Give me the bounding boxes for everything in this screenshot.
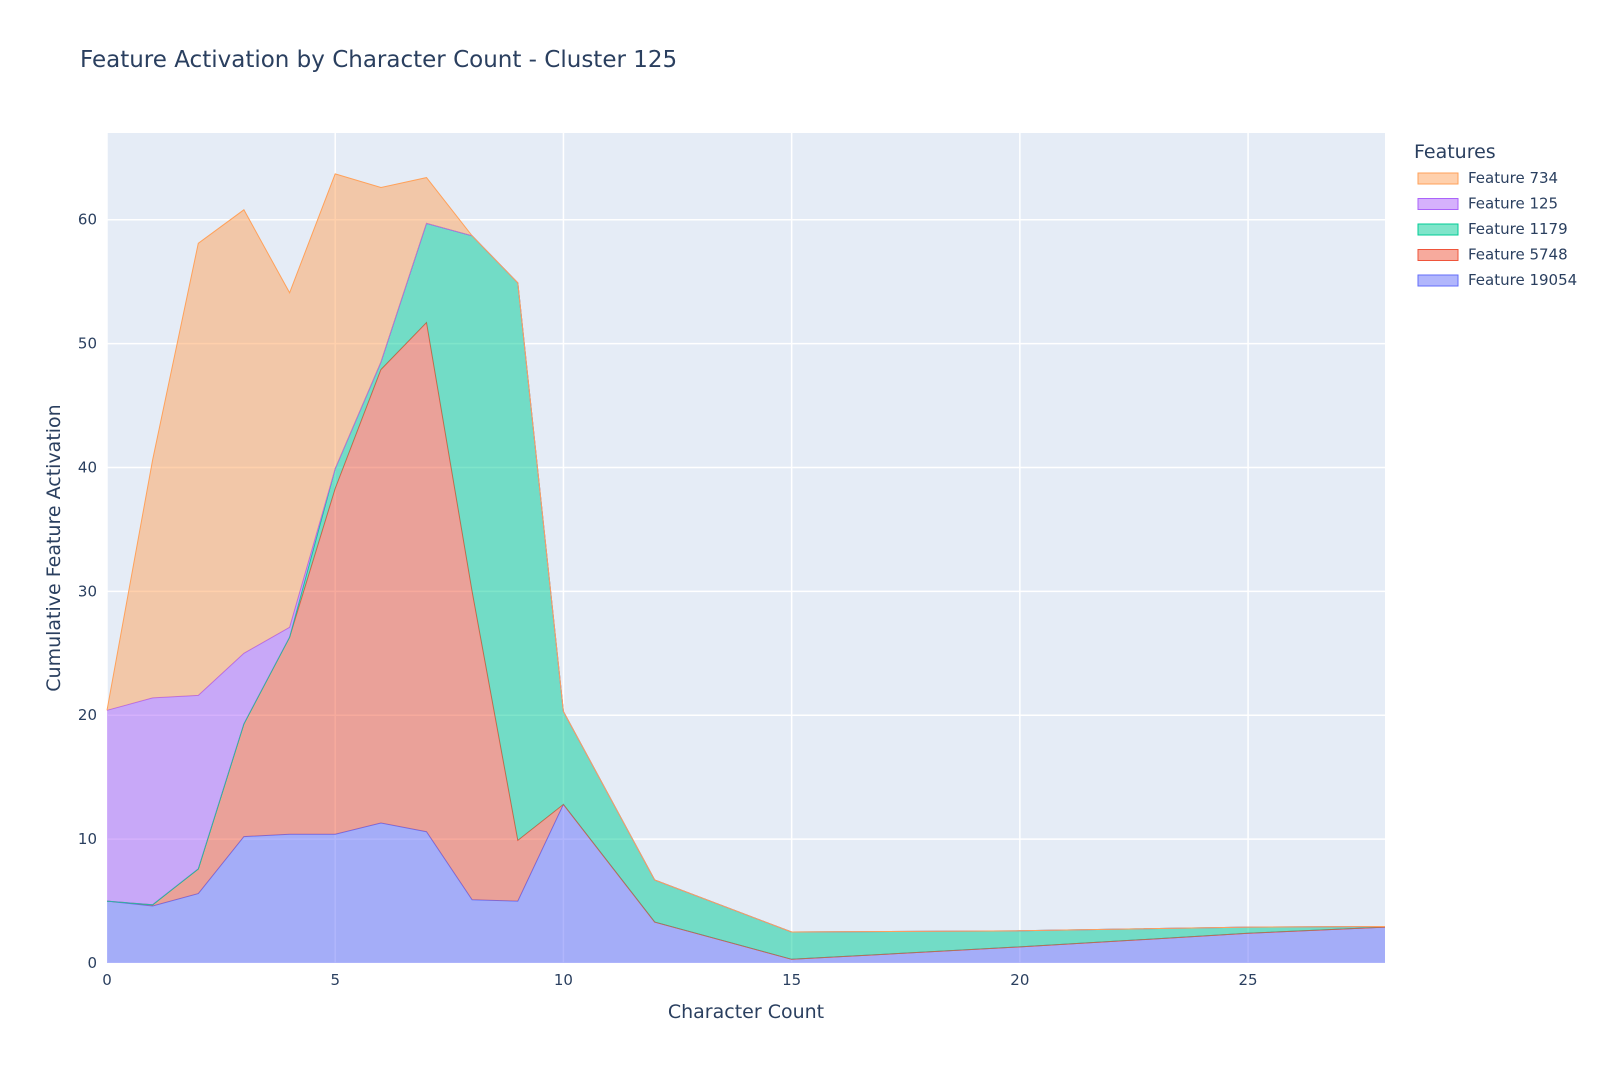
chart-title: Feature Activation by Character Count - … (80, 47, 677, 73)
legend-item: Feature 5748 (1417, 246, 1568, 264)
area-feature-5748 (107, 322, 1385, 960)
area-feature-19054 (107, 804, 1385, 963)
y-tick-label: 30 (78, 582, 97, 600)
legend-item: Feature 734 (1417, 169, 1558, 187)
legend-label: Feature 734 (1468, 169, 1558, 187)
legend-swatch (1417, 274, 1459, 287)
x-tick-label: 10 (554, 971, 573, 989)
y-tick-label: 60 (78, 211, 97, 229)
y-axis-title: Cumulative Feature Activation (43, 404, 65, 691)
legend-label: Feature 125 (1468, 195, 1558, 213)
y-tick-label: 0 (87, 954, 97, 972)
area-feature-734 (107, 173, 1385, 932)
legend-item: Feature 1179 (1417, 220, 1568, 238)
legend-swatch (1417, 223, 1459, 236)
x-tick-label: 5 (330, 971, 340, 989)
tick-layer: 0 10 20 30 40 50 60 0 5 10 15 20 25 (78, 211, 1258, 989)
legend-item: Feature 19054 (1417, 271, 1577, 289)
legend: Features Feature 734 Feature 125 Feature 1… (1414, 141, 1577, 289)
legend-swatch (1417, 172, 1459, 185)
legend-swatch (1417, 249, 1459, 261)
legend-swatch (1417, 198, 1459, 210)
legend-item: Feature 125 (1417, 195, 1558, 213)
x-tick-label: 15 (782, 971, 801, 989)
x-tick-label: 25 (1239, 971, 1258, 989)
x-tick-label: 0 (102, 971, 112, 989)
area-layer (106, 173, 1386, 963)
legend-items: Feature 734 Feature 125 Feature 1179 Featur… (1417, 169, 1577, 289)
line-feature-734 (106, 173, 1386, 933)
legend-title: Features (1414, 141, 1496, 163)
y-tick-label: 40 (78, 458, 97, 476)
y-tick-label: 10 (78, 830, 97, 848)
x-axis-title: Character Count (668, 1001, 824, 1023)
legend-label: Feature 1179 (1468, 220, 1568, 238)
y-tick-label: 20 (78, 706, 97, 724)
legend-label: Feature 19054 (1468, 271, 1577, 289)
y-tick-label: 50 (78, 335, 97, 353)
x-tick-label: 20 (1010, 971, 1029, 989)
legend-label: Feature 5748 (1468, 246, 1568, 264)
